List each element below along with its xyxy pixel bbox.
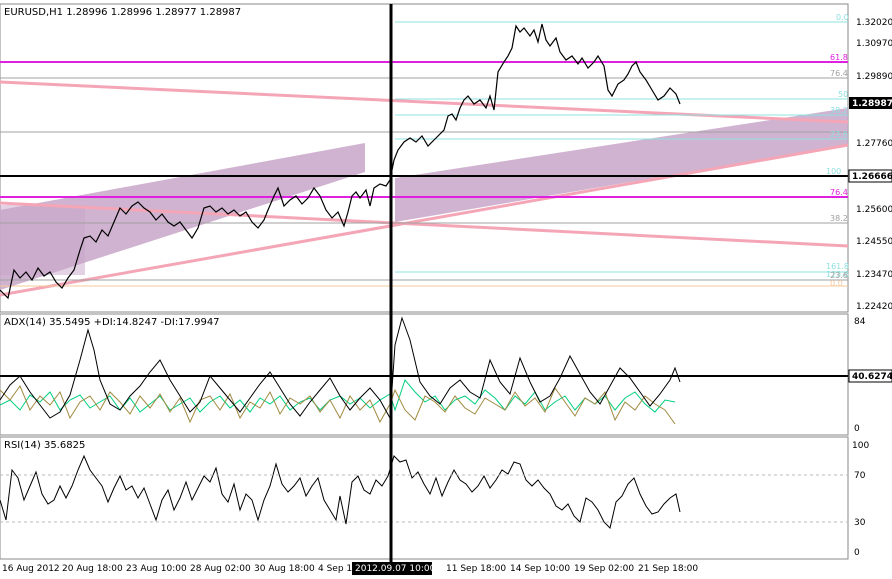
fib-label-76-4-lower: 76.4 (830, 188, 848, 197)
fan-left-box (0, 205, 85, 275)
fib-label-38-2: 38.2 (830, 106, 848, 115)
rsi-tick: 70 (854, 471, 866, 481)
time-label: 21 Sep 18:00 (638, 564, 698, 574)
adx-header: ADX(14) 35.5495 +DI:14.8247 -DI:17.9947 (4, 317, 220, 328)
time-label: 11 Sep 18:00 (446, 564, 506, 574)
fan-right-band (395, 108, 848, 222)
adx-series (0, 316, 681, 420)
time-label: 4 Sep 1 (318, 564, 352, 574)
rsi-scale: 100 70 30 0 (852, 441, 869, 558)
time-label: 19 Sep 02:00 (574, 564, 634, 574)
fib-label-50: 50 (838, 90, 848, 99)
price-scale: 1.32020 1.30970 1.29890 1.27760 1.25600 … (848, 18, 892, 312)
fib-label-38-2-lower: 38.2 (830, 214, 848, 223)
fib-label-76-4: 76.4 (830, 69, 848, 78)
time-label: 14 Sep 10:00 (510, 564, 570, 574)
rsi-header: RSI(14) 35.6825 (4, 440, 85, 451)
adx-tick: 84 (854, 317, 866, 327)
price-tick: 1.32020 (856, 18, 892, 28)
trend-line-lower (0, 201, 849, 248)
adx-panel[interactable] (0, 313, 849, 436)
adx-tick: 0 (854, 424, 860, 434)
fan-left-band (0, 143, 365, 290)
time-label: 30 Aug 18:00 (254, 564, 315, 574)
fib-label-0: 0.0 (836, 13, 849, 22)
price-tick: 1.29890 (856, 72, 892, 82)
price-tick: 1.24550 (856, 237, 892, 247)
price-series (0, 23, 681, 300)
rsi-tick: 100 (852, 441, 869, 451)
adx-level-label: 40.6274 (852, 372, 892, 382)
hline-price-label: 1.26666 (852, 172, 892, 182)
fan-shading (0, 108, 848, 290)
current-price-label: 1.28987 (852, 99, 892, 109)
fib-label-123-6: 123.6 (826, 270, 849, 279)
fib-labels: 0.0 61.8 76.4 50 38.2 23.6 100 161.8 123… (826, 13, 849, 288)
rsi-panel[interactable] (0, 436, 849, 560)
time-cursor-badge (352, 562, 432, 575)
time-label: 23 Aug 10:00 (126, 564, 187, 574)
price-tick: 1.30970 (856, 39, 892, 49)
price-tick: 1.25600 (856, 205, 892, 215)
fib-label-61-8: 61.8 (830, 53, 848, 62)
current-price-badge (849, 97, 892, 109)
rsi-tick: 0 (854, 548, 860, 558)
hline-price-badge (848, 169, 892, 183)
price-tick: 1.22420 (856, 302, 892, 312)
rsi-series (0, 454, 681, 529)
fib-label-100: 100 (826, 167, 841, 176)
price-tick: 1.27760 (856, 139, 892, 149)
time-cursor-label: 2012.09.07 10:00 (355, 564, 436, 574)
time-label: 16 Aug 2012 (2, 564, 60, 574)
minus-di-series (0, 384, 676, 425)
trend-line-rising (0, 143, 849, 297)
time-label: 28 Aug 02:00 (190, 564, 251, 574)
fib-label-0-lower: 0.0 (830, 279, 843, 288)
adx-level-badge (848, 369, 892, 383)
fibonacci-levels (0, 21, 848, 287)
fib-label-23-6-lower: 23.6 (830, 271, 848, 280)
fib-label-161-8: 161.8 (826, 262, 849, 271)
main-header: EURUSD,H1 1.28996 1.28996 1.28977 1.2898… (4, 7, 241, 18)
adx-scale: 84 0 40.6274 (848, 317, 892, 434)
time-axis: 16 Aug 2012 20 Aug 18:00 23 Aug 10:00 28… (2, 562, 698, 575)
rsi-tick: 30 (854, 518, 866, 528)
price-tick: 1.23470 (856, 270, 892, 280)
fib-label-23-6: 23.6 (830, 130, 848, 139)
time-label: 20 Aug 18:00 (62, 564, 123, 574)
